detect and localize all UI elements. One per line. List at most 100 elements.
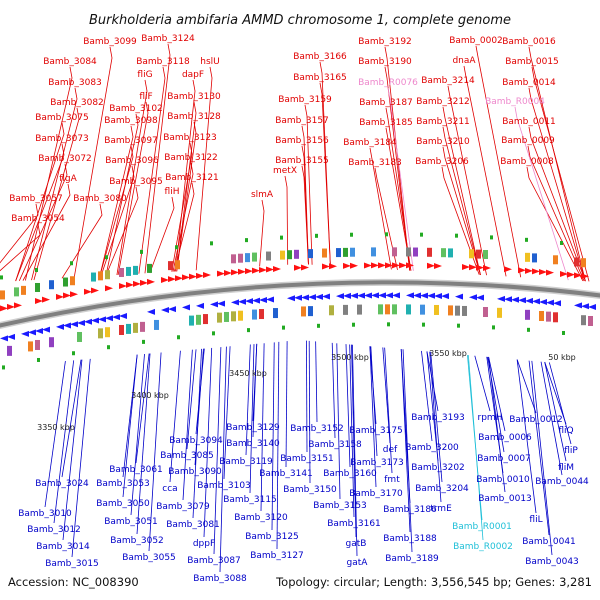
gene-label-bamb-3151[interactable]: Bamb_3151 <box>280 454 334 464</box>
gene-label-bamb-3080[interactable]: Bamb_3080 <box>73 194 127 204</box>
gene-label-bamb-3103[interactable]: Bamb_3103 <box>197 481 251 491</box>
gene-label-slma[interactable]: slmA <box>251 190 274 200</box>
gene-label-bamb-3170[interactable]: Bamb_3170 <box>349 489 403 499</box>
gene-label-bamb-r0076[interactable]: Bamb_R0076 <box>358 78 418 88</box>
gene-label-bamb-3057[interactable]: Bamb_3057 <box>9 194 63 204</box>
gene-label-flip[interactable]: fliP <box>564 446 578 456</box>
gene-label-bamb-3130[interactable]: Bamb_3130 <box>167 92 221 102</box>
gene-label-rpmh[interactable]: rpmH <box>478 413 503 423</box>
gene-label-bamb-0041[interactable]: Bamb_0041 <box>522 537 576 547</box>
gene-label-bamb-3210[interactable]: Bamb_3210 <box>416 137 470 147</box>
gene-label-bamb-3050[interactable]: Bamb_3050 <box>96 499 150 509</box>
gene-label-bamb-3123[interactable]: Bamb_3123 <box>163 133 217 143</box>
gene-label-bamb-3081[interactable]: Bamb_3081 <box>166 520 220 530</box>
gene-label-bamb-0013[interactable]: Bamb_0013 <box>478 494 532 504</box>
gene-label-bamb-3024[interactable]: Bamb_3024 <box>35 479 89 489</box>
gene-label-bamb-r0002[interactable]: Bamb_R0002 <box>453 542 513 552</box>
gene-label-bamb-3140[interactable]: Bamb_3140 <box>226 439 280 449</box>
gene-label-bamb-3075[interactable]: Bamb_3075 <box>35 113 89 123</box>
gene-label-dnaa[interactable]: dnaA <box>452 56 476 66</box>
gene-label-bamb-0007[interactable]: Bamb_0007 <box>477 454 531 464</box>
gene-label-bamb-3010[interactable]: Bamb_3010 <box>18 509 72 519</box>
gene-label-gatb[interactable]: gatB <box>346 539 367 549</box>
gene-label-bamb-0043[interactable]: Bamb_0043 <box>525 557 579 567</box>
gene-label-bamb-3158[interactable]: Bamb_3158 <box>308 440 362 450</box>
gene-label-flih[interactable]: fliH <box>165 187 180 197</box>
gene-label-bamb-3087[interactable]: Bamb_3087 <box>187 556 241 566</box>
gene-label-bamb-3015[interactable]: Bamb_3015 <box>45 559 99 569</box>
gene-label-flig[interactable]: fliG <box>137 70 152 80</box>
gene-label-bamb-3165[interactable]: Bamb_3165 <box>293 73 347 83</box>
gene-label-bamb-3152[interactable]: Bamb_3152 <box>290 424 344 434</box>
gene-label-bamb-3188[interactable]: Bamb_3188 <box>383 534 437 544</box>
gene-label-bamb-3175[interactable]: Bamb_3175 <box>349 426 403 436</box>
gene-label-dppf[interactable]: dppF <box>193 539 215 549</box>
gene-label-bamb-3055[interactable]: Bamb_3055 <box>122 553 176 563</box>
gene-label-bamb-3115[interactable]: Bamb_3115 <box>223 495 277 505</box>
gene-label-flif[interactable]: fliF <box>139 92 152 102</box>
gene-label-bamb-3096[interactable]: Bamb_3096 <box>105 156 159 166</box>
gene-label-bamb-3119[interactable]: Bamb_3119 <box>219 457 273 467</box>
gene-label-fmt[interactable]: fmt <box>384 475 400 485</box>
gene-label-bamb-3186[interactable]: Bamb_3186 <box>383 505 437 515</box>
gene-label-bamb-3190[interactable]: Bamb_3190 <box>358 57 412 67</box>
gene-label-bamb-3088[interactable]: Bamb_3088 <box>193 574 247 584</box>
gene-label-bamb-3187[interactable]: Bamb_3187 <box>359 98 413 108</box>
gene-label-bamb-3159[interactable]: Bamb_3159 <box>278 95 332 105</box>
gene-label-cca[interactable]: cca <box>162 484 177 494</box>
gene-label-bamb-3102[interactable]: Bamb_3102 <box>109 104 163 114</box>
gene-label-bamb-3211[interactable]: Bamb_3211 <box>416 117 470 127</box>
gene-label-bamb-3166[interactable]: Bamb_3166 <box>293 52 347 62</box>
gene-label-hslu[interactable]: hslU <box>200 57 219 67</box>
gene-label-bamb-3214[interactable]: Bamb_3214 <box>421 76 475 86</box>
gene-label-bamb-3084[interactable]: Bamb_3084 <box>43 57 97 67</box>
gene-label-bamb-3051[interactable]: Bamb_3051 <box>104 517 158 527</box>
gene-label-bamb-3127[interactable]: Bamb_3127 <box>250 551 304 561</box>
gene-label-bamb-3054[interactable]: Bamb_3054 <box>11 214 65 224</box>
gene-label-bamb-0002[interactable]: Bamb_0002 <box>449 36 503 46</box>
gene-label-bamb-3155[interactable]: Bamb_3155 <box>275 156 329 166</box>
gene-label-bamb-3082[interactable]: Bamb_3082 <box>50 98 104 108</box>
gene-label-bamb-3061[interactable]: Bamb_3061 <box>109 465 163 475</box>
gene-label-bamb-3150[interactable]: Bamb_3150 <box>283 485 337 495</box>
gene-label-bamb-0015[interactable]: Bamb_0015 <box>505 57 559 67</box>
gene-label-bamb-3014[interactable]: Bamb_3014 <box>36 542 90 552</box>
gene-label-bamb-3153[interactable]: Bamb_3153 <box>313 501 367 511</box>
gene-label-bamb-3012[interactable]: Bamb_3012 <box>27 525 81 535</box>
gene-label-bamb-0010[interactable]: Bamb_0010 <box>476 475 530 485</box>
gene-label-bamb-0044[interactable]: Bamb_0044 <box>535 477 589 487</box>
gene-label-bamb-3184[interactable]: Bamb_3184 <box>343 138 397 148</box>
gene-label-bamb-3192[interactable]: Bamb_3192 <box>358 37 412 47</box>
gene-label-bamb-r0001[interactable]: Bamb_R0001 <box>452 522 512 532</box>
gene-label-flil[interactable]: fliL <box>529 515 542 525</box>
gene-label-bamb-3121[interactable]: Bamb_3121 <box>165 173 219 183</box>
gene-label-bamb-3183[interactable]: Bamb_3183 <box>348 158 402 168</box>
gene-label-bamb-3079[interactable]: Bamb_3079 <box>156 502 210 512</box>
gene-label-bamb-3099[interactable]: Bamb_3099 <box>83 37 137 47</box>
gene-label-bamb-0016[interactable]: Bamb_0016 <box>502 37 556 47</box>
gene-label-bamb-3202[interactable]: Bamb_3202 <box>411 463 465 473</box>
gene-label-bamb-3129[interactable]: Bamb_3129 <box>226 423 280 433</box>
gene-label-bamb-3085[interactable]: Bamb_3085 <box>160 451 214 461</box>
gene-label-bamb-0014[interactable]: Bamb_0014 <box>502 78 556 88</box>
gene-label-bamb-3161[interactable]: Bamb_3161 <box>327 519 381 529</box>
gene-label-bamb-3095[interactable]: Bamb_3095 <box>109 177 163 187</box>
gene-label-bamb-3083[interactable]: Bamb_3083 <box>48 78 102 88</box>
gene-label-bamb-3122[interactable]: Bamb_3122 <box>164 153 218 163</box>
gene-label-bamb-3118[interactable]: Bamb_3118 <box>136 57 190 67</box>
gene-label-bamb-3189[interactable]: Bamb_3189 <box>385 554 439 564</box>
gene-label-bamb-0008[interactable]: Bamb_0008 <box>500 157 554 167</box>
gene-label-bamb-3128[interactable]: Bamb_3128 <box>167 112 221 122</box>
gene-label-bamb-0009[interactable]: Bamb_0009 <box>501 136 555 146</box>
gene-label-bamb-3124[interactable]: Bamb_3124 <box>141 34 195 44</box>
gene-label-bamb-3200[interactable]: Bamb_3200 <box>405 443 459 453</box>
gene-label-dapf[interactable]: dapF <box>182 70 204 80</box>
gene-label-bamb-0006[interactable]: Bamb_0006 <box>478 433 532 443</box>
gene-label-flga[interactable]: flgA <box>59 174 77 184</box>
gene-label-bamb-r0004[interactable]: Bamb_R0004 <box>485 97 545 107</box>
gene-label-gata[interactable]: gatA <box>347 558 369 568</box>
gene-label-bamb-3090[interactable]: Bamb_3090 <box>168 467 222 477</box>
gene-label-metx[interactable]: metX <box>273 166 297 176</box>
gene-label-bamb-3156[interactable]: Bamb_3156 <box>275 136 329 146</box>
gene-label-def[interactable]: def <box>383 445 398 455</box>
